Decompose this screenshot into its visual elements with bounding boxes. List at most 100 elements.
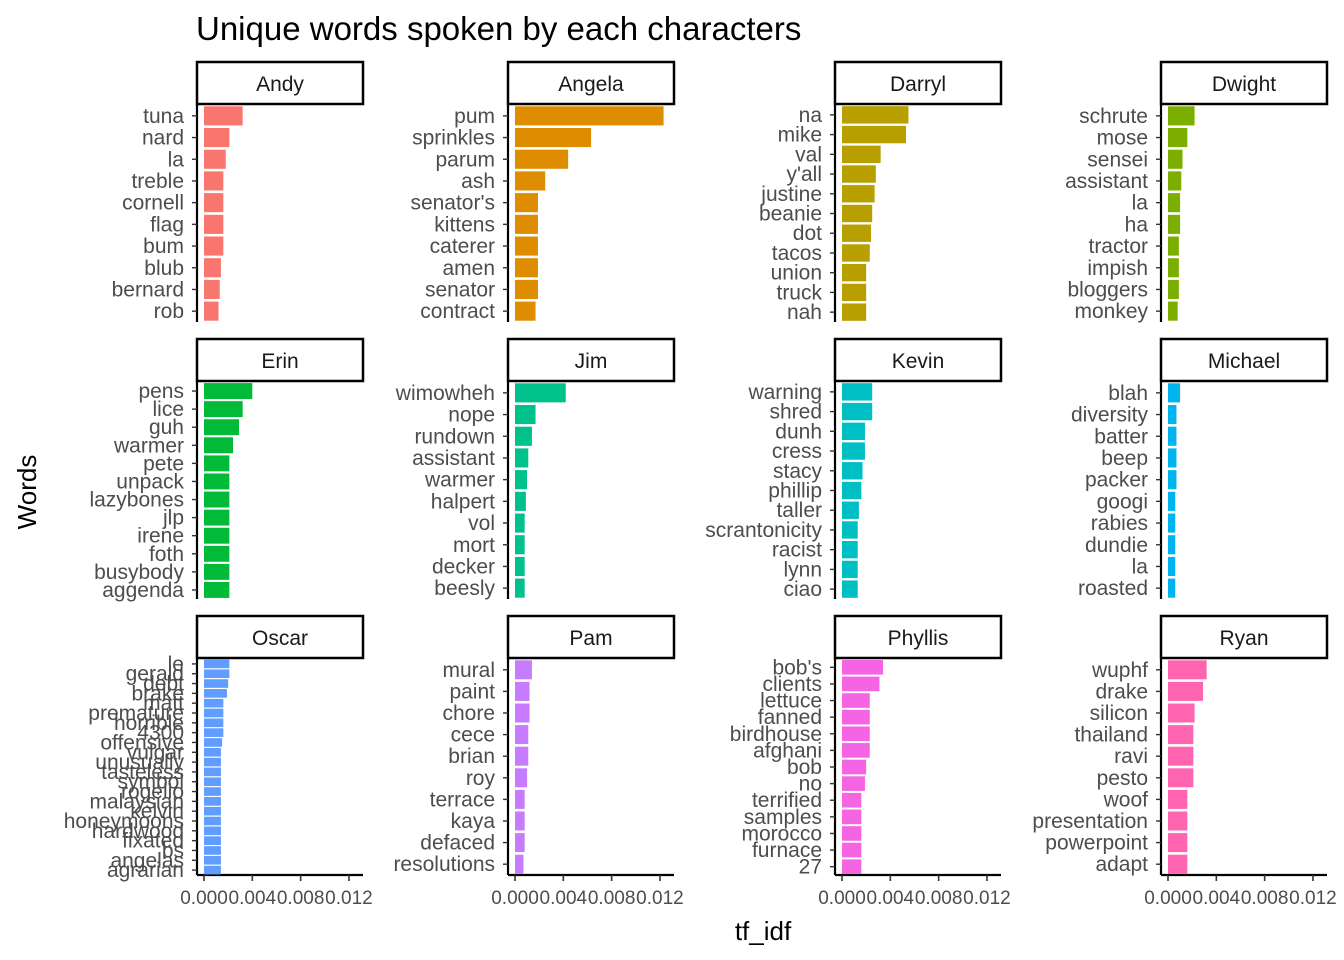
word-label: terrace: [430, 788, 495, 811]
word-label: roasted: [1078, 577, 1148, 600]
bar: [204, 279, 220, 299]
bar: [842, 776, 865, 791]
bar: [1168, 811, 1188, 831]
bar: [1168, 405, 1177, 425]
bar: [515, 301, 536, 321]
bar: [842, 693, 870, 708]
facet-strip: [1159, 60, 1329, 106]
x-tick-label: 0.012: [325, 888, 373, 909]
x-tick-label: 0.012: [1289, 888, 1337, 909]
bar: [1168, 149, 1183, 169]
word-label: beesly: [434, 577, 495, 600]
bar: [515, 811, 525, 831]
bar: [842, 185, 875, 203]
bar: [1168, 383, 1181, 403]
bar: [1168, 470, 1177, 490]
bar: [842, 462, 863, 480]
bar: [1168, 171, 1182, 191]
bar: [204, 171, 224, 191]
bar: [515, 725, 529, 745]
word-label: powerpoint: [1045, 832, 1148, 855]
bar: [515, 681, 530, 701]
word-label: vol: [468, 512, 495, 535]
word-label: diversity: [1071, 404, 1149, 427]
bar: [204, 797, 221, 806]
facet-dwight: Dwight schrutemosesenseiassistantlahatrac…: [1065, 60, 1329, 323]
word-label: dot: [793, 222, 822, 245]
bar: [1168, 854, 1188, 874]
word-label: bloggers: [1067, 278, 1148, 301]
bar: [515, 535, 525, 555]
word-label: halpert: [431, 490, 495, 513]
word-label: googi: [1097, 490, 1148, 513]
bar: [842, 402, 873, 421]
word-label: vulgar: [127, 741, 184, 764]
bar: [1168, 258, 1179, 278]
word-label: samples: [744, 806, 822, 829]
bar: [515, 236, 538, 256]
word-label: sensei: [1087, 148, 1148, 171]
bar: [204, 106, 243, 126]
bar: [515, 578, 525, 598]
facet-strip-label: Darryl: [890, 73, 946, 96]
word-label: fixated: [122, 830, 184, 853]
word-label: tacos: [772, 242, 822, 265]
bar: [204, 826, 221, 836]
word-label: malaysian: [89, 790, 184, 813]
word-label: afghani: [753, 739, 822, 762]
bar: [842, 541, 858, 559]
x-tick-label: 0.004: [229, 888, 277, 909]
word-label: offensive: [100, 731, 184, 754]
bar: [842, 759, 867, 775]
word-label: na: [799, 104, 823, 127]
word-label: phillip: [768, 480, 822, 503]
word-label: cress: [772, 440, 822, 463]
word-label: nard: [142, 127, 184, 150]
bar: [204, 689, 227, 698]
bar: [204, 728, 224, 737]
word-label: decker: [432, 555, 495, 578]
word-label: thailand: [1074, 724, 1148, 747]
bar: [515, 491, 526, 511]
word-label: bob: [787, 756, 822, 779]
bar: [1168, 703, 1195, 723]
word-label: kaya: [451, 810, 496, 833]
word-label: drake: [1095, 680, 1148, 703]
facet-strip-label: Angela: [558, 73, 624, 96]
word-label: ash: [461, 170, 495, 193]
facet-strip: [195, 614, 365, 660]
bar: [204, 846, 221, 855]
word-label: blub: [144, 257, 184, 280]
word-label: mural: [442, 659, 495, 682]
bar: [515, 746, 529, 766]
bar: [515, 448, 529, 468]
word-label: nope: [448, 404, 495, 427]
word-label: roy: [466, 767, 496, 790]
word-label: justine: [760, 183, 822, 206]
word-label: cornell: [122, 192, 184, 215]
facet-strip-label: Pam: [569, 627, 612, 650]
bar: [842, 809, 862, 825]
word-label: contract: [420, 300, 495, 323]
word-label: lazybones: [89, 489, 184, 512]
bar: [842, 283, 867, 302]
x-tick-label: 0.000: [491, 888, 539, 909]
bar: [515, 171, 546, 191]
bar: [515, 768, 528, 788]
bar: [204, 149, 226, 169]
bar: [1168, 681, 1204, 701]
bar: [204, 214, 224, 234]
bar: [204, 865, 221, 875]
word-label: paint: [449, 680, 495, 703]
bar: [204, 236, 224, 256]
word-label: truck: [776, 281, 822, 304]
bar: [842, 125, 907, 144]
word-label: furnace: [752, 839, 822, 862]
bar: [515, 854, 524, 874]
bar: [842, 580, 858, 598]
word-label: mike: [778, 124, 822, 147]
facet-strip: [833, 614, 1003, 660]
bar: [842, 560, 858, 579]
word-label: mose: [1097, 127, 1148, 150]
facet-strip-label: Oscar: [252, 627, 308, 650]
